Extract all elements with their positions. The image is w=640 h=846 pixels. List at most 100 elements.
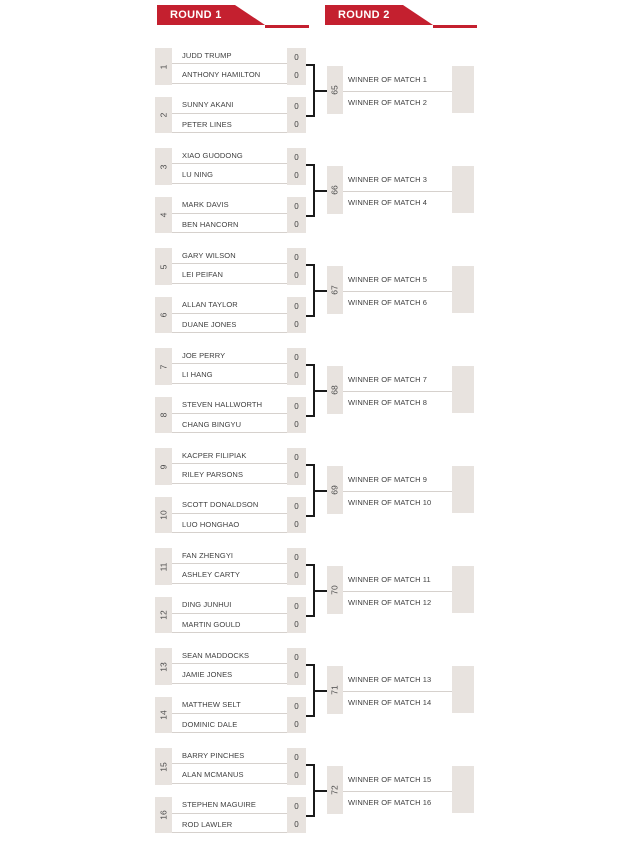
match-number-label: 12	[158, 610, 169, 620]
player-row: JUDD TRUMP	[172, 47, 289, 64]
bracket-connector-line	[306, 64, 315, 66]
bracket-connector-line	[306, 815, 315, 817]
match-number-badge: 68	[327, 366, 343, 414]
bracket-connector-line	[306, 715, 315, 717]
player-row: ROD LAWLER	[172, 816, 289, 833]
score-value: 0	[294, 401, 299, 411]
score-value: 0	[294, 571, 299, 581]
player-name: RILEY PARSONS	[182, 470, 244, 479]
match-number-badge: 14	[155, 697, 172, 733]
match-score-box-empty	[452, 766, 474, 813]
match-score-box: 0 0	[287, 248, 306, 285]
player-row: MARK DAVIS	[172, 197, 289, 214]
player-name: ASHLEY CARTY	[182, 570, 241, 579]
score-value: 0	[294, 671, 299, 681]
player-row: LEI PEIFAN	[172, 267, 289, 284]
player-name: STEPHEN MAGUIRE	[182, 800, 257, 809]
player-name: ANTHONY HAMILTON	[182, 70, 261, 79]
match-number-badge: 13	[155, 648, 172, 685]
winner-row: WINNER OF MATCH 15	[343, 768, 452, 792]
match-number-badge: 4	[155, 197, 172, 233]
winner-row: WINNER OF MATCH 14	[343, 692, 452, 713]
winner-row: WINNER OF MATCH 4	[343, 192, 452, 213]
match-number-badge: 10	[155, 497, 172, 533]
score-value: 0	[294, 119, 299, 129]
match-number-badge: 71	[327, 666, 343, 714]
player-name: MARK DAVIS	[182, 200, 229, 209]
bracket-quad: 5 GARY WILSON LEI PEIFAN 0 0 6 ALLAN TAY…	[0, 240, 640, 340]
player-name: LU NING	[182, 170, 214, 179]
player-row: XIAO GUODONG	[172, 147, 289, 164]
bracket-connector-line	[313, 490, 327, 492]
match-number-badge: 72	[327, 766, 343, 814]
match-score-box-empty	[452, 366, 474, 413]
score-value: 0	[294, 171, 299, 181]
player-row: MATTHEW SELT	[172, 697, 289, 714]
match-score-box-empty	[452, 466, 474, 513]
match-score-box-empty	[452, 166, 474, 213]
bracket-quad: 11 FAN ZHENGYI ASHLEY CARTY 0 0 12 DING …	[0, 540, 640, 640]
bracket-quad: 9 KACPER FILIPIAK RILEY PARSONS 0 0 10 S…	[0, 440, 640, 540]
score-value: 0	[294, 152, 299, 162]
score-value: 0	[294, 301, 299, 311]
match-number-badge: 67	[327, 266, 343, 314]
match-number-label: 7	[158, 364, 169, 369]
player-name: BEN HANCORN	[182, 219, 239, 229]
match-number-label: 9	[158, 464, 169, 469]
bracket-connector-line	[313, 190, 327, 192]
winner-label: WINNER OF MATCH 6	[348, 297, 428, 307]
match-number-label: 16	[158, 810, 169, 820]
score-value: 0	[294, 619, 299, 629]
bracket-connector-line	[306, 364, 315, 366]
score-value: 0	[294, 219, 299, 229]
match-score-box: 0 0	[287, 297, 306, 333]
round-2-header-banner: ROUND 2	[325, 5, 433, 25]
match-number-label: 10	[158, 510, 169, 520]
bracket-connector-line	[306, 764, 315, 766]
match-number-label: 65	[330, 85, 340, 95]
player-name: GARY WILSON	[182, 250, 236, 260]
player-name: LEI PEIFAN	[182, 270, 224, 279]
match-number-badge: 12	[155, 597, 172, 633]
player-name: JAMIE JONES	[182, 670, 233, 679]
player-name: STEVEN HALLWORTH	[182, 400, 263, 409]
player-name: XIAO GUODONG	[182, 150, 243, 160]
bracket-connector-line	[313, 290, 327, 292]
bracket-connector-line	[306, 664, 315, 666]
winner-label: WINNER OF MATCH 3	[348, 174, 428, 184]
winner-row: WINNER OF MATCH 6	[343, 292, 452, 313]
score-value: 0	[294, 101, 299, 111]
match-number-badge: 66	[327, 166, 343, 214]
score-value: 0	[294, 71, 299, 81]
winner-label: WINNER OF MATCH 8	[348, 397, 428, 407]
player-row: RILEY PARSONS	[172, 467, 289, 484]
player-row: LUO HONGHAO	[172, 516, 289, 533]
bracket-connector-line	[306, 115, 315, 117]
winner-row: WINNER OF MATCH 9	[343, 468, 452, 492]
player-name: ALLAN TAYLOR	[182, 300, 238, 309]
match-number-label: 5	[158, 264, 169, 269]
score-value: 0	[294, 271, 299, 281]
player-row: KACPER FILIPIAK	[172, 447, 289, 464]
player-row: DUANE JONES	[172, 316, 289, 333]
winner-row: WINNER OF MATCH 7	[343, 368, 452, 392]
score-value: 0	[294, 52, 299, 62]
bracket-quad: 15 BARRY PINCHES ALAN MCMANUS 0 0 16 STE…	[0, 740, 640, 840]
match-number-label: 71	[330, 685, 340, 695]
match-number-badge: 7	[155, 348, 172, 385]
match-number-label: 3	[158, 164, 169, 169]
player-row: GARY WILSON	[172, 247, 289, 264]
match-number-badge: 2	[155, 97, 172, 133]
player-name: FAN ZHENGYI	[182, 550, 234, 560]
match-number-label: 67	[330, 285, 340, 295]
player-row: JOE PERRY	[172, 347, 289, 364]
bracket-connector-line	[313, 590, 327, 592]
match-number-badge: 65	[327, 66, 343, 114]
score-value: 0	[294, 801, 299, 811]
match-number-label: 72	[330, 785, 340, 795]
player-name: BARRY PINCHES	[182, 750, 245, 760]
match-number-label: 66	[330, 185, 340, 195]
player-row: ANTHONY HAMILTON	[172, 67, 289, 84]
match-score-box: 0 0	[287, 797, 306, 833]
player-row: DOMINIC DALE	[172, 716, 289, 733]
